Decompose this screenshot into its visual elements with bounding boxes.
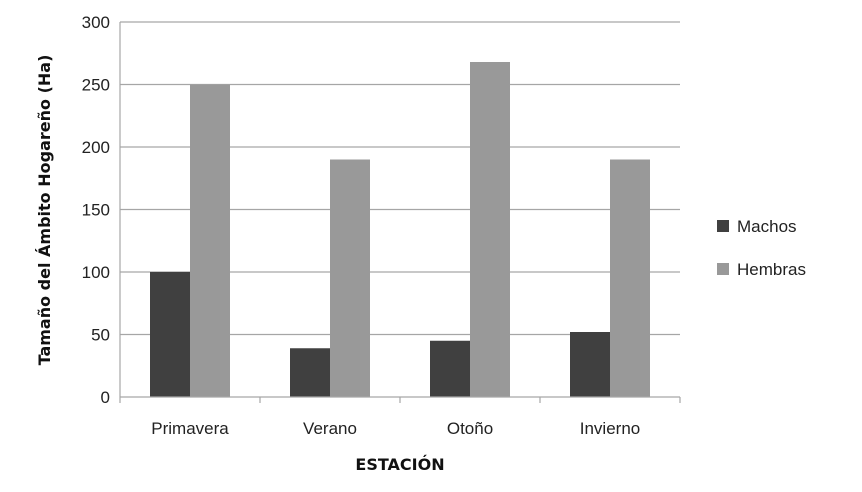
x-tick-labels: Primavera Verano Otoño Invierno: [151, 419, 640, 438]
x-tick-label: Verano: [303, 419, 357, 438]
legend-label-machos: Machos: [737, 217, 797, 236]
bar-machos-verano: [290, 348, 330, 397]
axes: [119, 22, 681, 403]
y-axis-title: Tamaño del Ámbito Hogareño (Ha): [35, 55, 54, 366]
y-tick-label: 200: [82, 138, 110, 157]
bar-hembras-invierno: [610, 159, 650, 397]
x-tick-label: Invierno: [580, 419, 640, 438]
bar-hembras-verano: [330, 159, 370, 397]
y-tick-label: 250: [82, 76, 110, 95]
y-tick-label: 50: [91, 326, 110, 345]
y-tick-label: 0: [101, 388, 110, 407]
bar-machos-primavera: [150, 272, 190, 397]
bar-hembras-otoño: [470, 62, 510, 397]
bar-machos-otoño: [430, 340, 470, 397]
x-tick-label: Primavera: [151, 419, 229, 438]
y-tick-label: 150: [82, 201, 110, 220]
y-tick-labels: 0 50 100 150 200 250 300: [82, 13, 110, 407]
bar-hembras-primavera: [190, 84, 230, 397]
legend-swatch-machos: [717, 220, 729, 232]
x-axis-title: ESTACIÓN: [355, 455, 444, 474]
x-tick-label: Otoño: [447, 419, 493, 438]
legend: Machos Hembras: [717, 217, 806, 279]
legend-swatch-hembras: [717, 263, 729, 275]
y-tick-label: 100: [82, 263, 110, 282]
bar-machos-invierno: [570, 332, 610, 397]
y-tick-label: 300: [82, 13, 110, 32]
bars: [150, 62, 650, 397]
legend-label-hembras: Hembras: [737, 260, 806, 279]
